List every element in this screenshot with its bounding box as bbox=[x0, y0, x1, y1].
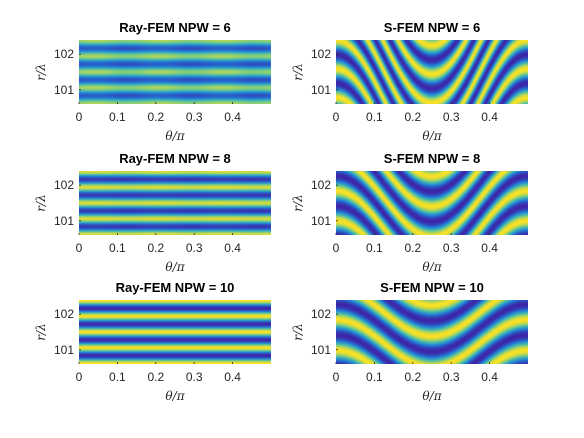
x-tick-label: 0 bbox=[76, 241, 83, 255]
y-tick-label: 102 bbox=[311, 307, 331, 321]
x-tick-label: 0.1 bbox=[366, 110, 383, 124]
x-tick-label: 0.3 bbox=[186, 370, 203, 384]
x-tick-label: 0.1 bbox=[366, 241, 383, 255]
y-axis-label: r/λ bbox=[34, 323, 48, 340]
y-tick-label: 102 bbox=[54, 307, 74, 321]
x-tick-label: 0.2 bbox=[404, 241, 421, 255]
heatmap-image bbox=[336, 300, 528, 364]
subplot-title: S-FEM NPW = 6 bbox=[384, 20, 480, 35]
y-tick-label: 101 bbox=[311, 214, 331, 228]
x-tick-label: 0.4 bbox=[224, 110, 241, 124]
y-tick-label: 101 bbox=[311, 343, 331, 357]
y-axis-label: r/λ bbox=[34, 63, 48, 80]
heatmap-image bbox=[79, 171, 271, 235]
x-axis-label: θ/π bbox=[422, 129, 442, 143]
x-tick-label: 0.2 bbox=[147, 110, 164, 124]
x-tick-label: 0.1 bbox=[109, 241, 126, 255]
x-tick-label: 0.4 bbox=[481, 370, 498, 384]
subplot-1: Ray-FEM NPW = 6 0 0.1 0.2 0.3 0.4 101 102 θ/π r/λ bbox=[34, 20, 271, 143]
x-axis-label: θ/π bbox=[165, 260, 185, 274]
x-tick-label: 0.1 bbox=[109, 110, 126, 124]
x-axis-label: θ/π bbox=[422, 260, 442, 274]
x-tick-label: 0 bbox=[333, 110, 340, 124]
x-tick-label: 0.3 bbox=[443, 241, 460, 255]
x-axis-label: θ/π bbox=[165, 129, 185, 143]
subplot-5: Ray-FEM NPW = 10 0 0.1 0.2 0.3 0.4 101 102 θ/π r/… bbox=[34, 280, 271, 403]
x-tick-label: 0.3 bbox=[443, 370, 460, 384]
subplot-title: S-FEM NPW = 8 bbox=[384, 151, 480, 166]
x-tick-label: 0.3 bbox=[443, 110, 460, 124]
subplot-title: Ray-FEM NPW = 8 bbox=[119, 151, 231, 166]
y-axis-label: r/λ bbox=[291, 194, 305, 211]
x-tick-label: 0.2 bbox=[147, 370, 164, 384]
y-tick-label: 101 bbox=[54, 214, 74, 228]
y-tick-label: 101 bbox=[311, 83, 331, 97]
subplot-title: Ray-FEM NPW = 10 bbox=[116, 280, 235, 295]
y-tick-label: 101 bbox=[54, 83, 74, 97]
subplot-4: S-FEM NPW = 8 0 0.1 0.2 0.3 0.4 101 102 θ/π r/λ bbox=[291, 151, 528, 274]
y-tick-label: 101 bbox=[54, 343, 74, 357]
x-tick-label: 0 bbox=[76, 110, 83, 124]
x-tick-label: 0.3 bbox=[186, 241, 203, 255]
subplot-2: S-FEM NPW = 6 0 0.1 0.2 0.3 0.4 101 102 θ/π r/λ bbox=[291, 20, 528, 143]
y-tick-label: 102 bbox=[54, 178, 74, 192]
heatmap-image bbox=[79, 40, 271, 104]
y-axis-label: r/λ bbox=[291, 63, 305, 80]
subplot-3: Ray-FEM NPW = 8 0 0.1 0.2 0.3 0.4 101 102 θ/π r/λ bbox=[34, 151, 271, 274]
y-tick-label: 102 bbox=[311, 47, 331, 61]
y-tick-label: 102 bbox=[311, 178, 331, 192]
subplot-6: S-FEM NPW = 10 0 0.1 0.2 0.3 0.4 101 102 θ/π r/λ bbox=[291, 280, 528, 403]
y-axis-label: r/λ bbox=[291, 323, 305, 340]
x-tick-label: 0 bbox=[333, 370, 340, 384]
x-tick-label: 0.2 bbox=[404, 110, 421, 124]
subplot-title: S-FEM NPW = 10 bbox=[380, 280, 484, 295]
heatmap-image bbox=[336, 171, 528, 235]
subplot-title: Ray-FEM NPW = 6 bbox=[119, 20, 231, 35]
x-tick-label: 0.2 bbox=[147, 241, 164, 255]
x-tick-label: 0.4 bbox=[481, 241, 498, 255]
x-tick-label: 0.4 bbox=[224, 370, 241, 384]
heatmap-image bbox=[79, 300, 271, 364]
x-tick-label: 0.1 bbox=[109, 370, 126, 384]
x-tick-label: 0.4 bbox=[481, 110, 498, 124]
y-tick-label: 102 bbox=[54, 47, 74, 61]
x-tick-label: 0.1 bbox=[366, 370, 383, 384]
x-tick-label: 0.3 bbox=[186, 110, 203, 124]
x-tick-label: 0 bbox=[76, 370, 83, 384]
x-axis-label: θ/π bbox=[422, 389, 442, 403]
x-tick-label: 0.2 bbox=[404, 370, 421, 384]
x-tick-label: 0 bbox=[333, 241, 340, 255]
heatmap-image bbox=[336, 40, 528, 104]
x-tick-label: 0.4 bbox=[224, 241, 241, 255]
x-axis-label: θ/π bbox=[165, 389, 185, 403]
y-axis-label: r/λ bbox=[34, 194, 48, 211]
